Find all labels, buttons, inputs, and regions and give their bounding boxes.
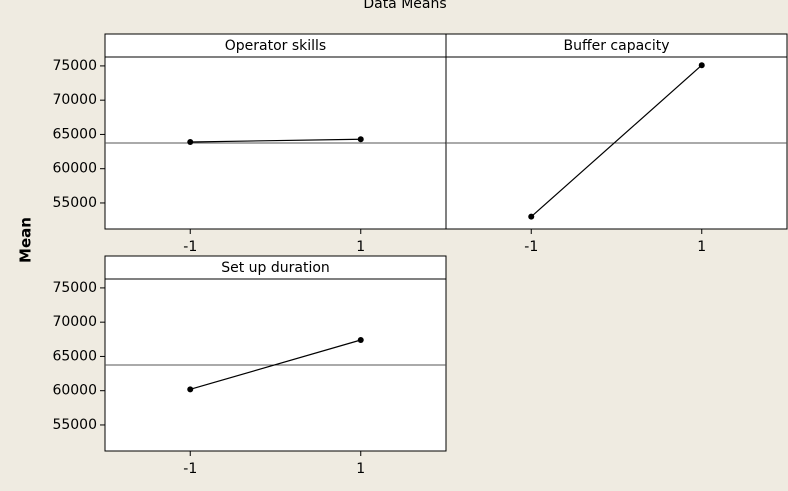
y-tick-label: 70000 [52,314,97,330]
panel-title: Set up duration [221,260,330,276]
panel-title: Buffer capacity [563,38,669,54]
y-tick-label: 75000 [52,58,97,74]
chart-title: Data Means [363,0,446,12]
x-tick-label: -1 [183,239,197,255]
y-tick-label: 65000 [52,126,97,142]
point [357,136,364,143]
x-tick-label: 1 [697,239,706,255]
y-tick-label: 60000 [52,161,97,177]
x-tick-label: 1 [356,239,365,255]
point [187,138,194,145]
x-tick-label: -1 [183,461,197,477]
panel [445,33,788,230]
panel-title: Operator skills [225,38,326,54]
panel [104,33,447,230]
panel [104,255,447,452]
line [190,138,361,143]
point [357,336,364,343]
y-axis-label: Mean [17,217,35,263]
y-tick-label: 70000 [52,92,97,108]
x-tick-label: 1 [356,461,365,477]
y-tick-label: 55000 [52,417,97,433]
y-tick-label: 65000 [52,348,97,364]
line [530,64,703,218]
x-tick-label: -1 [524,239,538,255]
y-tick-label: 60000 [52,383,97,399]
point [528,213,535,220]
y-tick-label: 75000 [52,280,97,296]
line [190,339,361,390]
point [187,386,194,393]
point [698,62,705,69]
y-tick-label: 55000 [52,195,97,211]
